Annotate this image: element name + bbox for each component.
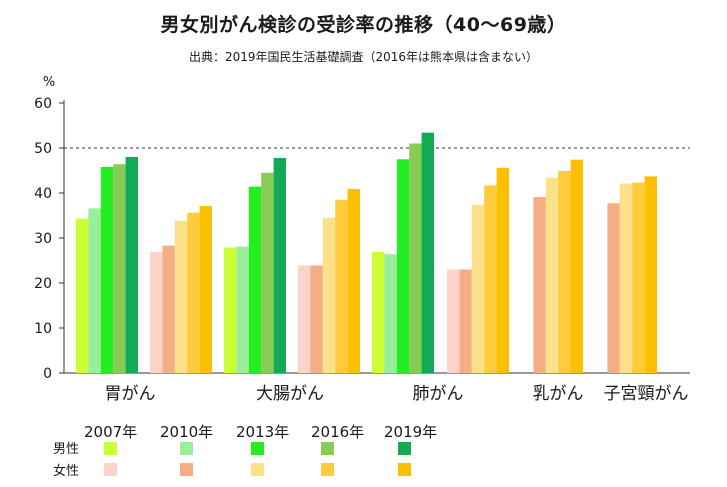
chart-subtitle: 出典：2019年国民生活基礎調査（2016年は熊本県は含まない）: [188, 50, 539, 64]
y-tick-label: 60: [34, 96, 52, 112]
bar-female-3-1: [533, 197, 546, 373]
legend-swatch-male-0: [104, 442, 117, 455]
bar-female-2-3: [484, 185, 497, 373]
bar-male-1-2: [248, 186, 262, 373]
x-category-label: 大腸がん: [256, 384, 324, 404]
bar-female-0-2: [174, 220, 188, 373]
legend-swatch-male-2: [251, 442, 264, 455]
y-tick-label: 40: [34, 186, 52, 202]
y-tick-label: 50: [34, 141, 52, 157]
chart-title: 男女別がん検診の受診率の推移（40～69歳）: [160, 14, 567, 36]
legend-swatch-female-4: [398, 463, 411, 476]
legend-swatch-male-1: [180, 442, 193, 455]
legend-swatch-male-3: [321, 442, 334, 455]
bar-female-1-3: [335, 199, 348, 373]
bar-female-1-0: [298, 265, 311, 373]
legend-swatch-female-0: [104, 463, 117, 476]
legend-swatch-female-1: [180, 463, 193, 476]
legend-year-2016: 2016年: [311, 423, 365, 441]
legend-year-2013: 2013年: [236, 423, 290, 441]
bar-female-1-4: [347, 188, 360, 373]
bar-female-2-0: [447, 269, 460, 373]
bar-male-1-3: [261, 172, 274, 373]
y-tick-label: 0: [43, 366, 52, 382]
bar-female-2-2: [471, 204, 485, 373]
bar-male-1-0: [224, 247, 237, 373]
bar-female-1-1: [310, 265, 323, 373]
y-tick-label: 20: [34, 276, 52, 292]
bar-female-0-0: [150, 251, 163, 373]
bar-male-2-2: [396, 159, 410, 373]
bar-female-3-3: [558, 170, 571, 373]
x-category-label: 子宮頸がん: [604, 384, 689, 404]
x-category-label: 乳がん: [533, 384, 584, 404]
bar-male-1-1: [236, 246, 249, 373]
bar-male-0-4: [125, 157, 138, 373]
bar-female-1-2: [322, 217, 336, 373]
x-axis-labels: 胃がん 大腸がん 肺がん 乳がん 子宮頸がん: [105, 384, 689, 404]
bar-male-0-0: [76, 218, 89, 373]
bar-female-0-1: [162, 245, 175, 373]
legend-year-2010: 2010年: [160, 423, 214, 441]
bar-male-0-3: [113, 164, 126, 373]
bar-female-4-3: [632, 182, 645, 373]
bar-male-0-1: [88, 208, 101, 373]
bar-female-4-2: [619, 183, 633, 373]
bar-male-2-1: [384, 254, 397, 373]
bar-female-0-4: [199, 206, 212, 373]
legend-female-label: 女性: [53, 464, 80, 479]
bar-female-2-4: [496, 167, 509, 373]
bar-male-2-3: [409, 143, 422, 373]
x-category-label: 胃がん: [105, 384, 156, 404]
y-tick-label: 10: [34, 321, 52, 337]
bar-male-2-4: [421, 132, 434, 373]
legend-male-label: 男性: [53, 442, 80, 457]
bar-female-0-3: [187, 212, 200, 373]
legend-year-2007: 2007年: [84, 423, 138, 441]
bars: [76, 132, 657, 373]
bar-male-2-0: [372, 251, 385, 373]
legend-swatch-male-4: [398, 442, 411, 455]
y-unit-label: %: [43, 75, 55, 90]
x-category-label: 肺がん: [413, 384, 464, 404]
y-tick-label: 30: [34, 231, 52, 247]
legend-swatch-female-2: [251, 463, 264, 476]
bar-female-2-1: [459, 269, 472, 373]
legend-swatch-female-3: [321, 463, 334, 476]
legend-year-2019: 2019年: [384, 423, 438, 441]
bar-female-3-2: [545, 177, 559, 373]
bar-female-3-4: [570, 159, 583, 373]
bar-male-1-4: [273, 157, 286, 373]
bar-male-0-2: [100, 166, 114, 373]
bar-female-4-1: [607, 203, 620, 373]
bar-female-4-4: [644, 176, 657, 373]
